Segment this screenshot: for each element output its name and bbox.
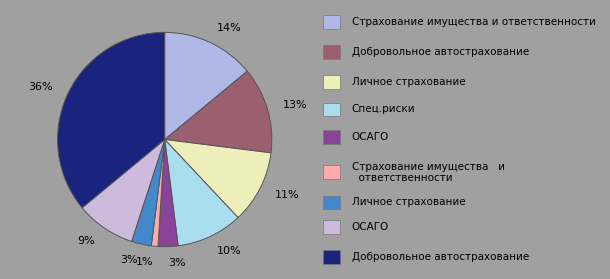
FancyBboxPatch shape — [323, 250, 340, 264]
FancyBboxPatch shape — [323, 196, 340, 209]
FancyBboxPatch shape — [323, 130, 340, 144]
Wedge shape — [132, 140, 165, 246]
FancyBboxPatch shape — [323, 45, 340, 59]
Text: ОСАГО: ОСАГО — [351, 222, 389, 232]
Text: 1%: 1% — [135, 257, 153, 267]
Wedge shape — [165, 140, 271, 218]
Text: Личное страхование: Личное страхование — [351, 77, 465, 87]
Wedge shape — [165, 71, 272, 153]
Wedge shape — [151, 140, 165, 246]
Text: ОСАГО: ОСАГО — [351, 132, 389, 142]
FancyBboxPatch shape — [323, 220, 340, 234]
FancyBboxPatch shape — [323, 15, 340, 29]
Text: 3%: 3% — [120, 255, 138, 265]
FancyBboxPatch shape — [323, 165, 340, 179]
Text: Личное страхование: Личное страхование — [351, 197, 465, 207]
Text: 13%: 13% — [283, 100, 307, 110]
FancyBboxPatch shape — [323, 103, 340, 116]
Wedge shape — [158, 140, 178, 247]
Text: 14%: 14% — [217, 23, 242, 33]
Text: 36%: 36% — [29, 82, 53, 92]
Wedge shape — [82, 140, 165, 241]
Text: Спец.риски: Спец.риски — [351, 104, 415, 114]
Wedge shape — [165, 140, 238, 246]
Wedge shape — [57, 32, 165, 208]
Wedge shape — [165, 32, 247, 140]
Text: Страхование имущества и ответственности: Страхование имущества и ответственности — [351, 17, 595, 27]
Text: Страхование имущества   и
  ответственности: Страхование имущества и ответственности — [351, 162, 504, 183]
Text: Добровольное автострахование: Добровольное автострахование — [351, 47, 529, 57]
Text: 3%: 3% — [168, 258, 186, 268]
Text: 10%: 10% — [217, 246, 242, 256]
FancyBboxPatch shape — [323, 75, 340, 89]
Text: 9%: 9% — [77, 236, 95, 246]
Text: Добровольное автострахование: Добровольное автострахование — [351, 252, 529, 262]
Text: 11%: 11% — [274, 191, 299, 200]
